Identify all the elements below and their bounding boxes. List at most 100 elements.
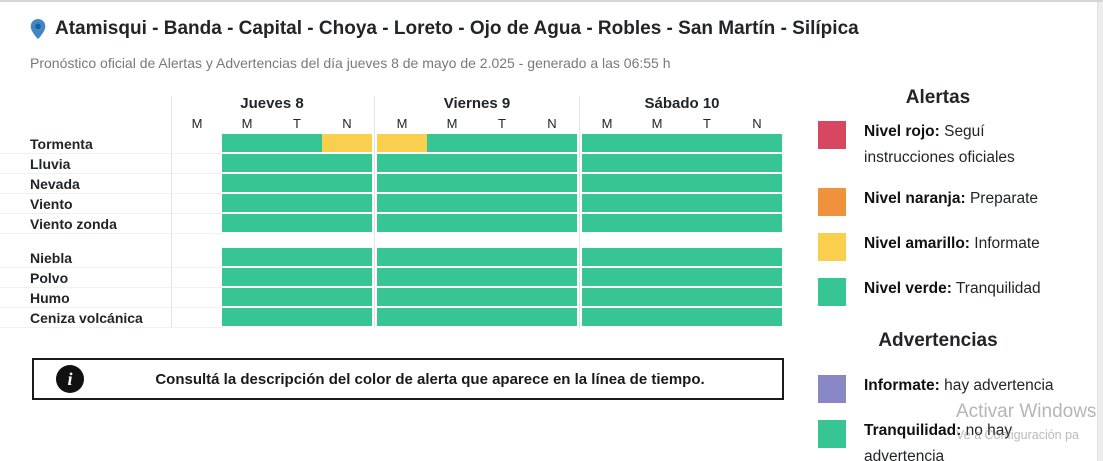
timeline-cell[interactable]: [322, 268, 372, 288]
timeline-cell[interactable]: [377, 248, 427, 268]
timeline-cell[interactable]: [632, 248, 682, 268]
timeline-cell[interactable]: [682, 268, 732, 288]
timeline-cell[interactable]: [222, 174, 272, 194]
timeline-cell[interactable]: [222, 214, 272, 234]
timeline-cell[interactable]: [732, 214, 782, 234]
timeline-cell[interactable]: [527, 268, 577, 288]
timeline-cell[interactable]: [527, 308, 577, 328]
timeline-cell[interactable]: [632, 308, 682, 328]
timeline-cell[interactable]: [427, 134, 477, 154]
timeline-cell[interactable]: [527, 174, 577, 194]
timeline-cell[interactable]: [682, 134, 732, 154]
timeline-cell[interactable]: [377, 194, 427, 214]
timeline-cell[interactable]: [582, 288, 632, 308]
timeline-cell[interactable]: [582, 214, 632, 234]
timeline-cell[interactable]: [732, 308, 782, 328]
timeline-cell[interactable]: [322, 248, 372, 268]
timeline-cell[interactable]: [477, 194, 527, 214]
timeline-cell[interactable]: [377, 134, 427, 154]
timeline-cell[interactable]: [477, 214, 527, 234]
timeline-cell[interactable]: [682, 154, 732, 174]
timeline-cell[interactable]: [632, 174, 682, 194]
timeline-cell[interactable]: [582, 268, 632, 288]
timeline-cell[interactable]: [427, 268, 477, 288]
timeline-cell[interactable]: [427, 194, 477, 214]
timeline-cell[interactable]: [427, 174, 477, 194]
timeline-cell[interactable]: [682, 288, 732, 308]
timeline-cell[interactable]: [322, 288, 372, 308]
timeline-cell[interactable]: [682, 174, 732, 194]
timeline-cell[interactable]: [377, 308, 427, 328]
timeline-cell[interactable]: [682, 308, 732, 328]
timeline-cell[interactable]: [222, 248, 272, 268]
timeline-cell[interactable]: [477, 308, 527, 328]
timeline-cell[interactable]: [377, 154, 427, 174]
timeline-cell[interactable]: [272, 174, 322, 194]
timeline-cell[interactable]: [632, 268, 682, 288]
timeline-cell[interactable]: [222, 268, 272, 288]
timeline-cell[interactable]: [682, 214, 732, 234]
timeline-cell[interactable]: [732, 154, 782, 174]
timeline-cell[interactable]: [732, 194, 782, 214]
timeline-cell[interactable]: [732, 248, 782, 268]
timeline-cell[interactable]: [632, 214, 682, 234]
timeline-cell[interactable]: [222, 288, 272, 308]
timeline-cell[interactable]: [682, 194, 732, 214]
timeline-cell[interactable]: [272, 194, 322, 214]
timeline-cell[interactable]: [632, 194, 682, 214]
timeline-cell[interactable]: [272, 214, 322, 234]
timeline-cell[interactable]: [322, 214, 372, 234]
timeline-cell[interactable]: [732, 134, 782, 154]
timeline-cell[interactable]: [582, 248, 632, 268]
timeline-cell[interactable]: [582, 134, 632, 154]
timeline-cell[interactable]: [427, 248, 477, 268]
timeline-cell[interactable]: [272, 154, 322, 174]
timeline-cell[interactable]: [377, 174, 427, 194]
timeline-cell[interactable]: [322, 194, 372, 214]
timeline-cell[interactable]: [527, 134, 577, 154]
timeline-cell[interactable]: [322, 308, 372, 328]
timeline-cell[interactable]: [477, 268, 527, 288]
timeline-cell[interactable]: [732, 288, 782, 308]
timeline-cell[interactable]: [272, 248, 322, 268]
timeline-cell[interactable]: [582, 154, 632, 174]
timeline-cell[interactable]: [582, 194, 632, 214]
timeline-cell[interactable]: [427, 308, 477, 328]
timeline-cell[interactable]: [377, 288, 427, 308]
timeline-cell[interactable]: [732, 174, 782, 194]
timeline-cell[interactable]: [582, 308, 632, 328]
timeline-cell[interactable]: [377, 214, 427, 234]
timeline-cell[interactable]: [322, 134, 372, 154]
timeline-cell[interactable]: [272, 288, 322, 308]
timeline-cell[interactable]: [222, 154, 272, 174]
timeline-cell[interactable]: [527, 214, 577, 234]
timeline-cell[interactable]: [427, 154, 477, 174]
timeline-cell[interactable]: [427, 214, 477, 234]
timeline-cell[interactable]: [477, 174, 527, 194]
timeline-cell[interactable]: [477, 288, 527, 308]
timeline-cell[interactable]: [477, 154, 527, 174]
timeline-cell[interactable]: [527, 154, 577, 174]
timeline-cell[interactable]: [222, 134, 272, 154]
timeline-cell[interactable]: [322, 174, 372, 194]
timeline-cell[interactable]: [322, 154, 372, 174]
timeline-cell[interactable]: [527, 288, 577, 308]
timeline-cell[interactable]: [272, 134, 322, 154]
timeline-cell[interactable]: [632, 134, 682, 154]
timeline-cell[interactable]: [682, 248, 732, 268]
timeline-cell[interactable]: [732, 268, 782, 288]
timeline-cell[interactable]: [377, 268, 427, 288]
timeline-cell[interactable]: [632, 154, 682, 174]
timeline-cell[interactable]: [632, 288, 682, 308]
timeline-cell[interactable]: [222, 194, 272, 214]
timeline-cell[interactable]: [527, 248, 577, 268]
timeline-cell[interactable]: [222, 308, 272, 328]
row-label: Niebla: [0, 248, 172, 268]
timeline-cell[interactable]: [582, 174, 632, 194]
timeline-cell[interactable]: [477, 248, 527, 268]
timeline-cell[interactable]: [527, 194, 577, 214]
timeline-cell[interactable]: [272, 308, 322, 328]
timeline-cell[interactable]: [272, 268, 322, 288]
timeline-cell[interactable]: [477, 134, 527, 154]
timeline-cell[interactable]: [427, 288, 477, 308]
